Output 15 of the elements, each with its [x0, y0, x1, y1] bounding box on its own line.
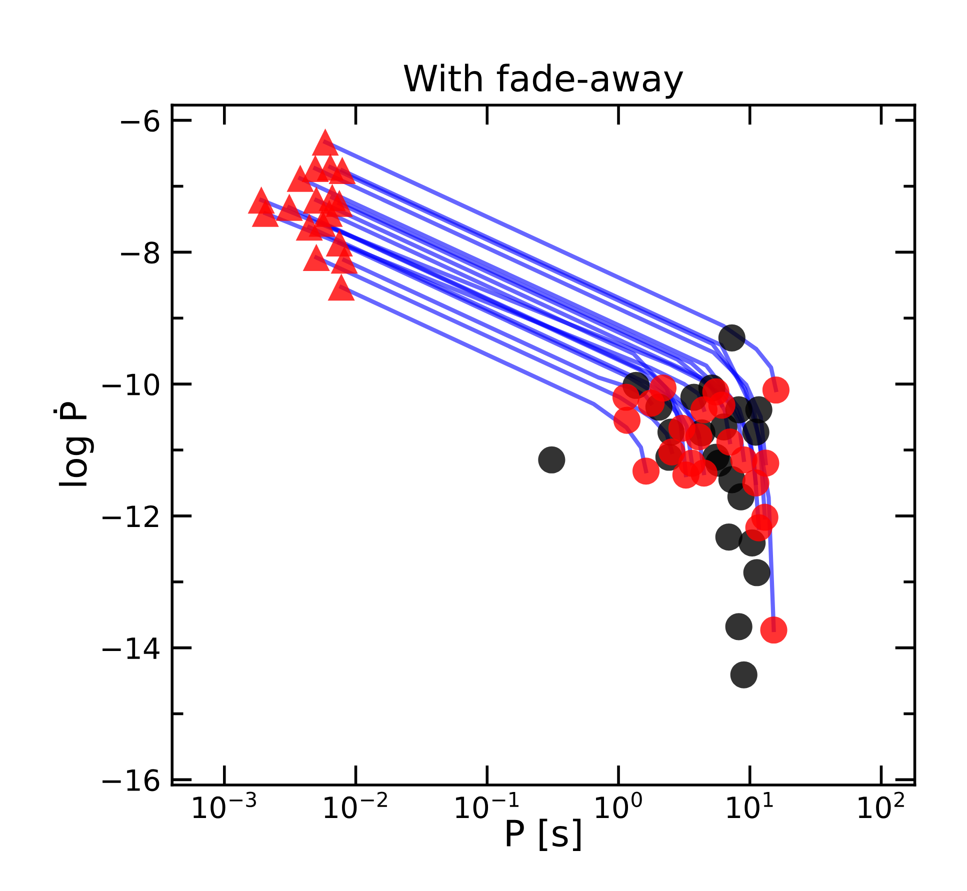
y-tick-label: −16 [102, 769, 160, 792]
y-tick-label: −8 [121, 242, 160, 264]
x-tick-label: 10$^{−2}$ [324, 792, 387, 818]
x-tick-label: 10$^{−1}$ [456, 792, 518, 818]
y-tick-label: −10 [102, 373, 160, 396]
x-tick-label: 10$^{0}$ [596, 792, 642, 818]
chart-title: With fade-away [404, 64, 684, 99]
x-axis-title: P [s] [506, 818, 580, 851]
y-tick-label: −12 [102, 505, 158, 528]
y-tick-label: −14 [102, 638, 160, 659]
y-tick-label: −6 [121, 110, 160, 132]
x-tick-label: 10$^{1}$ [727, 792, 773, 818]
y-axis-title: log Ṗ [53, 402, 94, 486]
x-tick-label: 10$^{−3}$ [193, 792, 256, 818]
x-tick-label: 10$^{2}$ [858, 792, 904, 818]
